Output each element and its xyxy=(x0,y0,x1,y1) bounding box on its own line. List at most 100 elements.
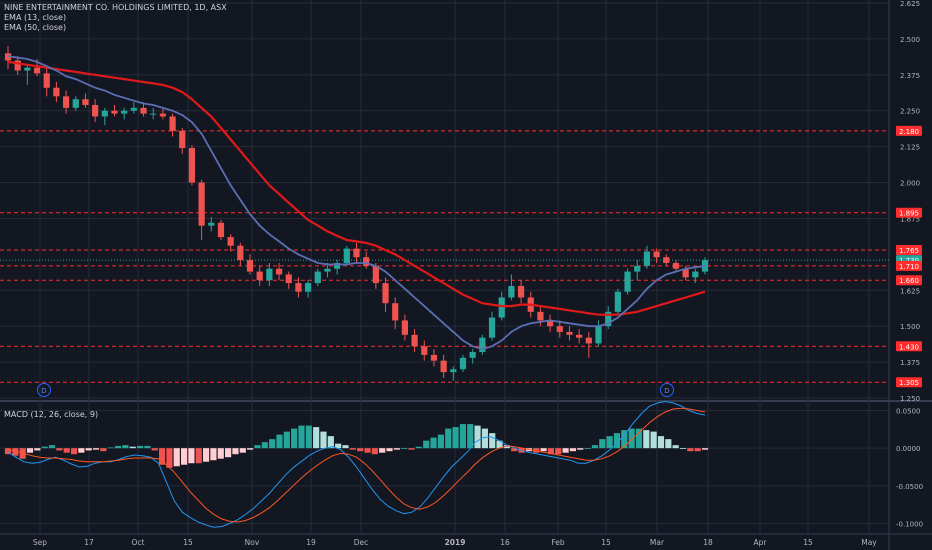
macd-line xyxy=(7,400,706,528)
macd-histogram-bar xyxy=(122,445,129,449)
candle-body xyxy=(53,87,60,97)
candle-body xyxy=(314,271,321,284)
macd-histogram-bar xyxy=(217,448,224,459)
ema13-legend[interactable]: EMA (13, close) xyxy=(4,13,67,22)
candle-body xyxy=(595,326,602,344)
macd-tick-label: 0.0500 xyxy=(896,408,921,416)
candle-body xyxy=(208,222,215,226)
candle-body xyxy=(372,265,379,284)
x-tick-label: Sep xyxy=(33,538,47,547)
candle-body xyxy=(566,331,573,335)
candle-body xyxy=(324,268,331,272)
candle-body xyxy=(130,107,137,111)
candle-body xyxy=(430,354,438,361)
macd-histogram-bar xyxy=(503,445,510,449)
level-badge xyxy=(896,207,922,218)
candle-body xyxy=(246,260,254,272)
macd-histogram-bar xyxy=(305,425,312,449)
macd-histogram-bar xyxy=(291,428,298,449)
candle-body xyxy=(517,285,525,298)
candle-body xyxy=(237,245,244,261)
candle-body xyxy=(459,357,467,370)
candle-body xyxy=(450,369,457,373)
level-badge xyxy=(896,260,922,271)
candle-body xyxy=(701,260,709,272)
macd-histogram-bar xyxy=(180,448,188,465)
dividend-marker-label: D xyxy=(41,387,46,395)
candle-body xyxy=(508,285,515,298)
candle-body xyxy=(576,334,583,338)
macd-legend[interactable]: MACD (12, 26, close, 9) xyxy=(4,410,99,419)
macd-histogram-bar xyxy=(327,436,334,449)
level-badge xyxy=(896,245,922,256)
macd-histogram-bar xyxy=(452,427,459,449)
macd-histogram-bar xyxy=(4,448,12,455)
x-tick-label: Mar xyxy=(650,538,665,547)
symbol-title[interactable]: NINE ENTERTAINMENT CO. HOLDINGS LIMITED,… xyxy=(4,3,227,12)
candle-body xyxy=(140,107,147,114)
candle-body xyxy=(150,113,157,115)
macd-histogram-bar xyxy=(158,448,166,465)
macd-histogram-bar xyxy=(70,448,78,455)
macd-histogram-bar xyxy=(342,445,349,449)
x-tick-label: Oct xyxy=(132,538,145,547)
candle-body xyxy=(556,326,563,332)
x-tick-label: 15 xyxy=(183,538,193,547)
y-tick-label: 1.500 xyxy=(900,323,920,331)
macd-histogram-bar xyxy=(430,437,437,449)
candle-body xyxy=(469,352,476,358)
macd-histogram-bar xyxy=(173,448,180,467)
candle-body xyxy=(411,334,418,347)
candle-body xyxy=(169,116,176,131)
y-tick-label: 1.250 xyxy=(900,395,920,403)
candle-body xyxy=(266,268,273,281)
macd-histogram-bar xyxy=(349,448,356,450)
macd-histogram-bar xyxy=(379,448,386,453)
macd-histogram-bar xyxy=(210,448,217,461)
macd-histogram-bar xyxy=(665,439,672,449)
candle-body xyxy=(672,262,680,269)
candle-body xyxy=(217,222,225,238)
macd-histogram-bar xyxy=(415,446,422,449)
level-lines xyxy=(0,130,889,383)
level-label: 2.180 xyxy=(899,128,919,136)
macd-histogram-bar xyxy=(555,448,562,455)
candle-body xyxy=(82,99,89,105)
macd-histogram-bar xyxy=(203,448,210,462)
macd-histogram-bar xyxy=(225,448,232,458)
candle-body xyxy=(663,257,670,263)
macd-histogram-bar xyxy=(188,448,195,464)
candle-body xyxy=(653,251,660,258)
candle-body xyxy=(624,271,631,292)
macd-histogram-bar xyxy=(276,434,283,449)
macd-histogram-bar xyxy=(562,448,569,453)
macd-histogram-bar xyxy=(335,443,342,449)
x-tick-label: Nov xyxy=(245,538,260,547)
candle-body xyxy=(24,67,31,71)
y-tick-label: 2.125 xyxy=(900,144,920,152)
level-badge xyxy=(896,377,922,388)
level-badge xyxy=(896,275,922,286)
candle-body xyxy=(188,148,196,183)
macd-histogram-bar xyxy=(606,436,613,449)
level-label: 1.765 xyxy=(899,247,919,255)
macd-histogram-bar xyxy=(386,448,393,452)
level-label: 1.710 xyxy=(899,263,919,271)
macd-histogram-bar xyxy=(114,445,122,449)
macd-tick-label: -0.1000 xyxy=(896,520,923,528)
y-tick-label: 2.250 xyxy=(900,108,920,116)
candle-body xyxy=(692,271,699,278)
x-tick-label: 18 xyxy=(703,538,713,547)
macd-histogram-bar xyxy=(474,425,481,449)
candle-body xyxy=(295,283,302,292)
macd-histogram-bar xyxy=(261,442,268,449)
candle-body xyxy=(392,303,399,321)
candle-body xyxy=(634,265,641,272)
macd-histogram-bar xyxy=(371,448,378,455)
macd-histogram-bar xyxy=(489,433,496,449)
ema50-legend[interactable]: EMA (50, close) xyxy=(4,23,67,32)
macd-tick-label: 0.0000 xyxy=(896,445,921,453)
